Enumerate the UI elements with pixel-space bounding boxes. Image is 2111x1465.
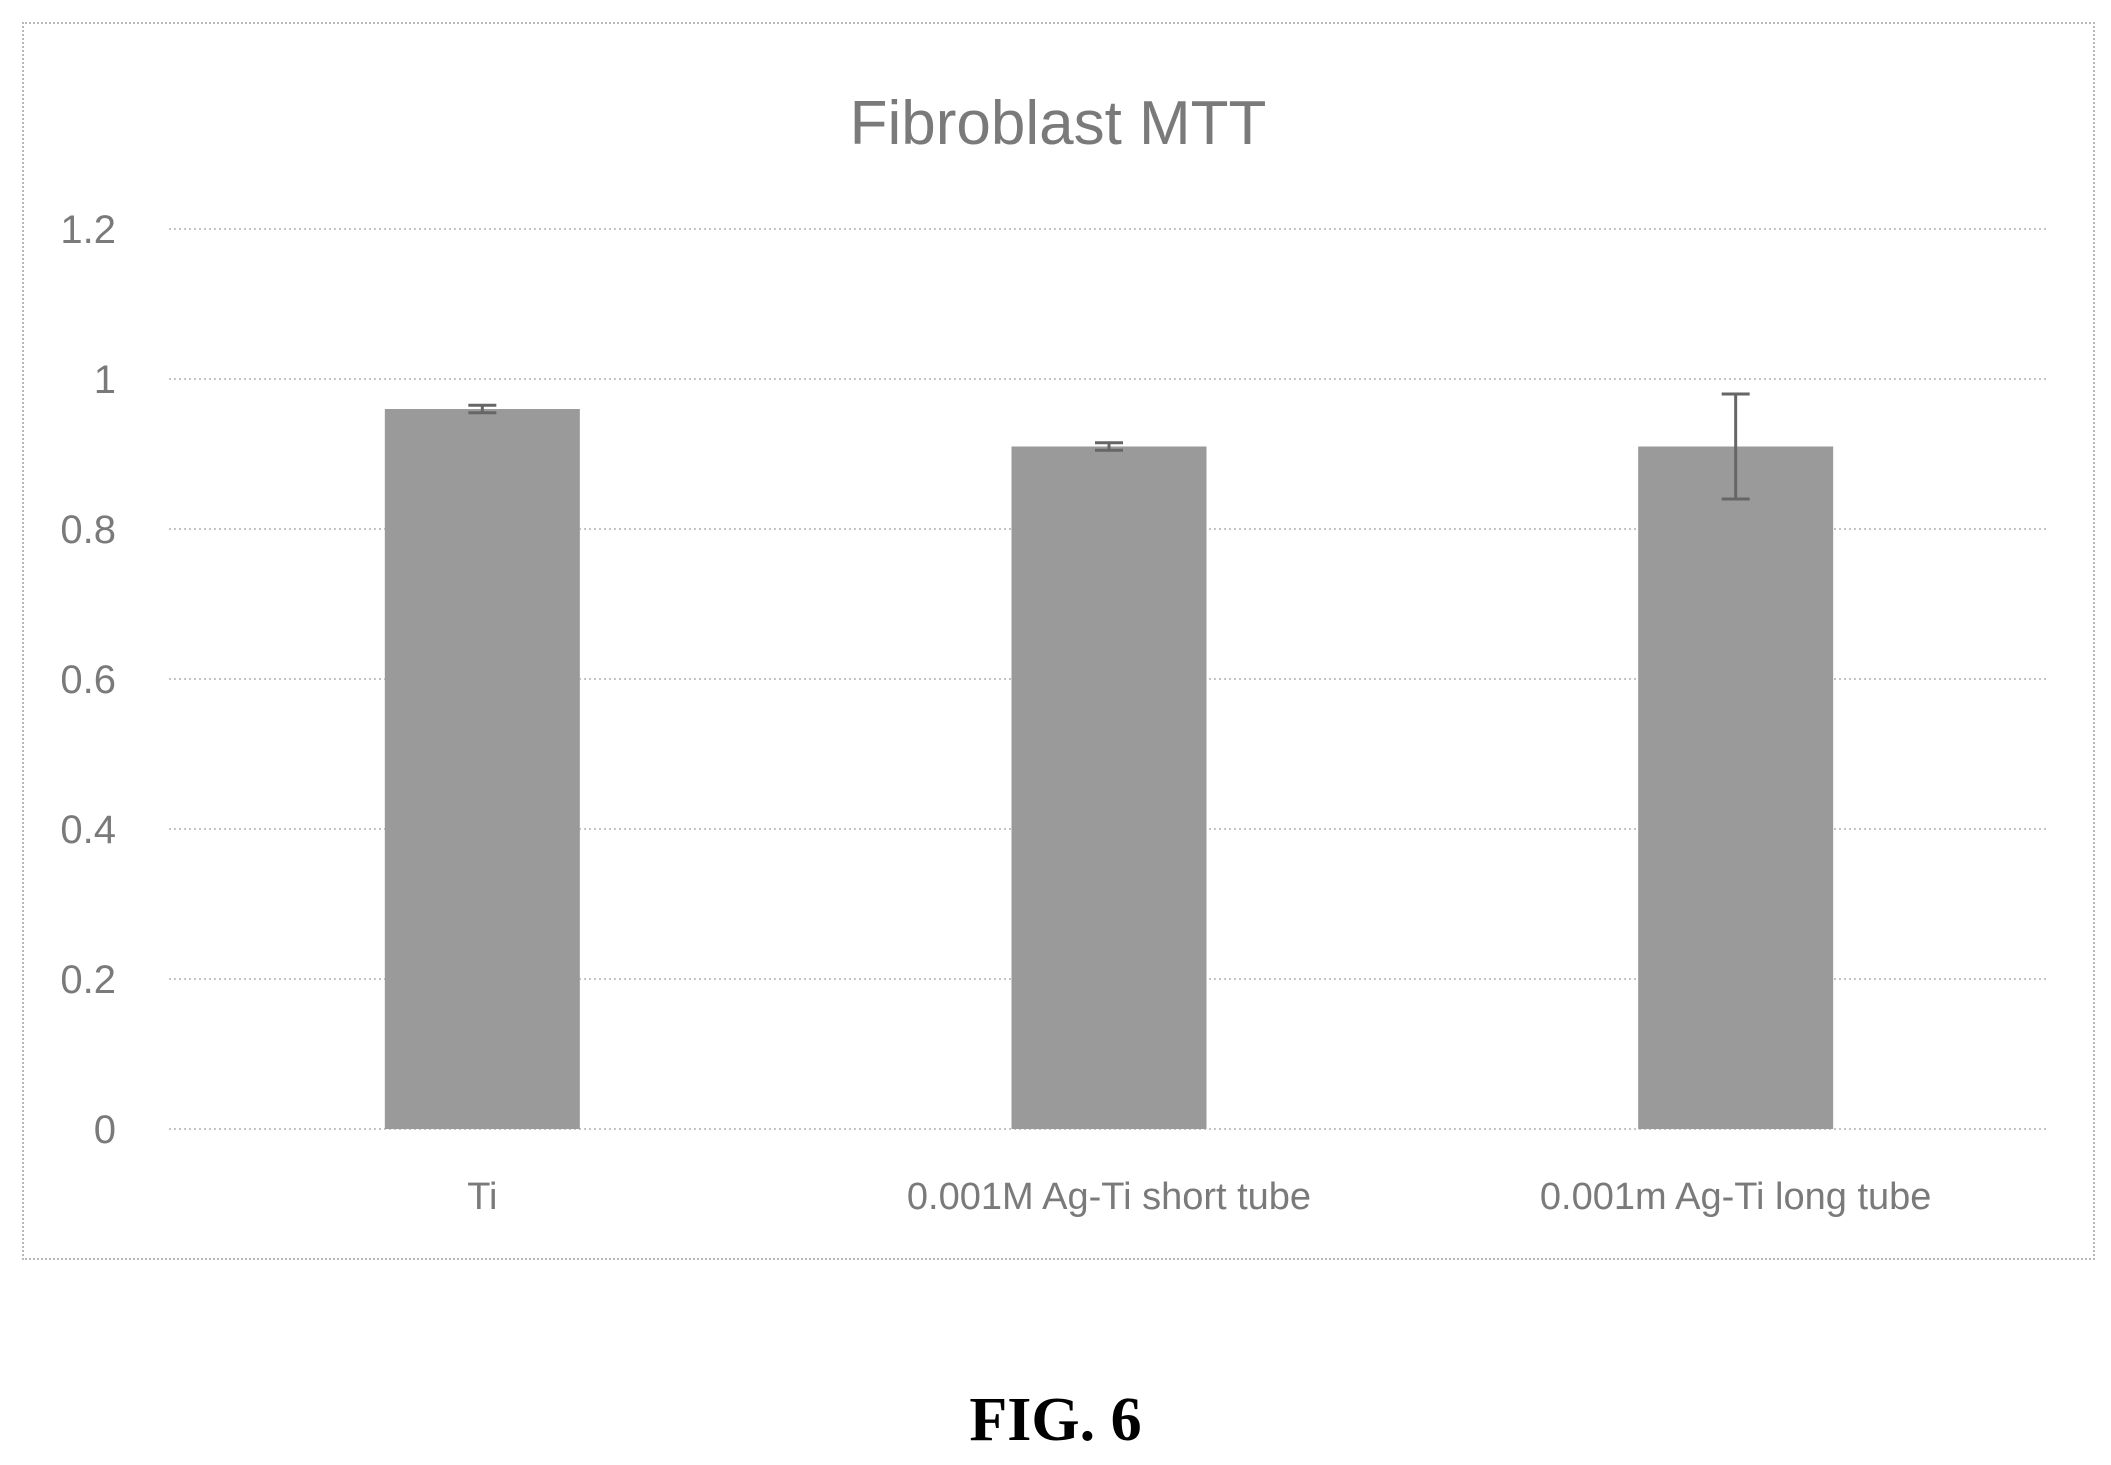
y-tick-label: 0 [94, 1108, 116, 1152]
error-bar [1721, 392, 1750, 501]
y-tick-label: 1 [94, 358, 116, 402]
bar [384, 409, 580, 1129]
y-tick-label: 0.8 [60, 508, 116, 552]
x-category-label: 0.001M Ag-Ti short tube [907, 1176, 1311, 1218]
bar [1011, 446, 1207, 1129]
error-bar [1095, 441, 1123, 452]
x-axis-category-labels: Ti 0.001M Ag-Ti short tube 0.001m Ag-Ti lo… [467, 1176, 1931, 1218]
y-tick-label: 0.2 [60, 958, 116, 1002]
y-tick-label: 0.4 [60, 808, 116, 852]
y-tick-label: 1.2 [60, 208, 116, 252]
y-tick-label: 0.6 [60, 658, 116, 702]
chart-svg: Fibroblast MTT 0 0.2 0.4 0.6 0.8 1 1.2 Ti 0.001… [60, 89, 2049, 1218]
error-bars [468, 392, 1750, 501]
x-category-label: Ti [467, 1176, 497, 1218]
error-bar [468, 403, 497, 415]
chart-frame: Fibroblast MTT 0 0.2 0.4 0.6 0.8 1 1.2 Ti 0.001… [22, 22, 2095, 1260]
y-axis-tick-labels: 0 0.2 0.4 0.6 0.8 1 1.2 [60, 208, 116, 1152]
bars [384, 409, 1834, 1129]
bar [1638, 446, 1834, 1129]
chart-title: Fibroblast MTT [850, 89, 1267, 158]
figure-caption: FIG. 6 [969, 1386, 1142, 1454]
x-category-label: 0.001m Ag-Ti long tube [1540, 1176, 1932, 1218]
